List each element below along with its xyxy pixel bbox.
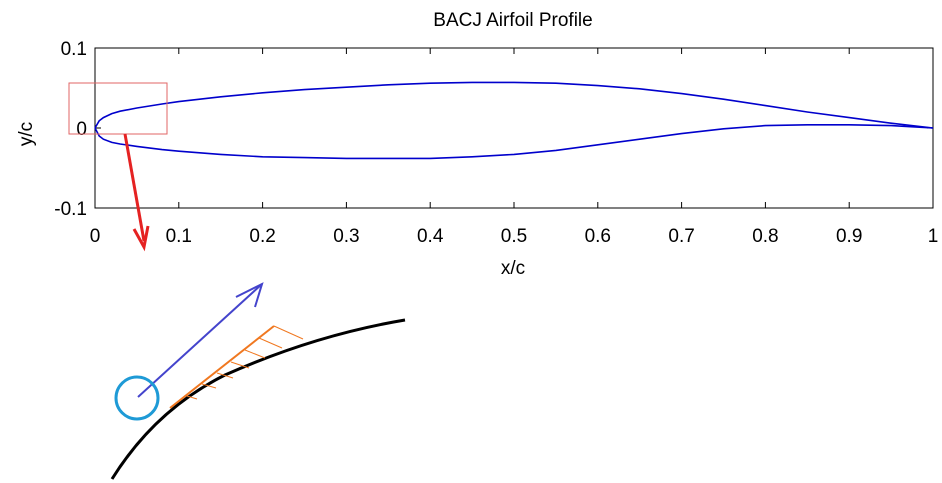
x-tick-label: 0.5 xyxy=(501,226,527,247)
profile-hatch-2 xyxy=(258,337,283,349)
zoom-box xyxy=(68,82,168,135)
series-layer xyxy=(94,81,934,160)
plot-area-frame xyxy=(94,47,934,209)
velocity-vector-shaft xyxy=(137,283,263,398)
upper-surface-line xyxy=(94,81,934,129)
y-tick-label: 0.1 xyxy=(61,39,87,60)
y-tick-label: -0.1 xyxy=(54,199,87,220)
zoom-arrow xyxy=(123,133,150,252)
zoom-arrow-head xyxy=(132,225,150,252)
velocity-vector-head xyxy=(235,282,264,308)
profile-hatch-6 xyxy=(201,383,217,389)
chart-title: BACJ Airfoil Profile xyxy=(433,10,592,31)
x-tick-label: 0.8 xyxy=(752,226,778,247)
profile-hatch-4 xyxy=(230,361,250,369)
y-axis-label: y/c xyxy=(16,122,37,146)
zoom-arrow-shaft xyxy=(123,133,146,242)
x-axis-ticks: 0 0.1 0.2 0.3 0.4 0.5 0.6 0.7 0.8 0.9 1 xyxy=(90,48,939,247)
x-tick-label: 1 xyxy=(928,226,939,247)
profile-hatch-5 xyxy=(216,372,234,379)
airfoil-surface-curve xyxy=(110,318,406,480)
x-tick-label: 0.7 xyxy=(668,226,694,247)
lower-surface-line xyxy=(94,124,934,160)
profile-hatch-1 xyxy=(273,325,304,340)
x-tick-label: 0.6 xyxy=(585,226,611,247)
y-tick-label: 0 xyxy=(76,119,87,140)
x-tick-label: 0.3 xyxy=(333,226,359,247)
boundary-layer-profile xyxy=(169,325,304,409)
profile-hatch-3 xyxy=(244,349,266,359)
x-axis-label: x/c xyxy=(501,258,525,279)
velocity-vector-arrow xyxy=(137,282,264,398)
y-axis-ticks: -0.1 0 0.1 xyxy=(54,39,933,220)
x-tick-label: 0.2 xyxy=(249,226,275,247)
x-tick-label: 0.4 xyxy=(417,226,444,247)
x-tick-label: 0.1 xyxy=(166,226,192,247)
profile-hatch-7 xyxy=(186,395,198,400)
x-tick-label: 0 xyxy=(90,226,101,247)
stagnation-point-circle xyxy=(114,375,160,421)
boundary-layer-edge-line xyxy=(169,325,275,409)
x-tick-label: 0.9 xyxy=(836,226,862,247)
